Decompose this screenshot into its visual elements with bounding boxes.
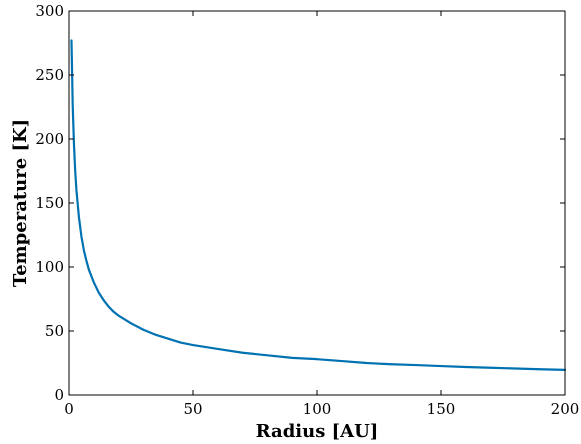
- plot-line-group: [70, 39, 567, 372]
- x-tick-label: 50: [183, 400, 202, 418]
- x-axis-ticks: 0 50 100 150 200: [64, 11, 579, 418]
- x-tick-label: 100: [303, 400, 332, 418]
- y-tick-label: 50: [45, 322, 64, 340]
- y-tick-label: 100: [35, 258, 64, 276]
- x-tick-label: 0: [64, 400, 74, 418]
- y-tick-label: 200: [35, 130, 64, 148]
- temperature-series-line: [70, 39, 567, 372]
- y-axis-label: Temperature [K]: [10, 119, 31, 287]
- y-tick-label: 300: [35, 2, 64, 20]
- y-tick-label: 150: [35, 194, 64, 212]
- x-tick-label: 150: [427, 400, 456, 418]
- x-axis-label: Radius [AU]: [256, 421, 379, 442]
- y-axis-ticks: 0 50 100 150 200 250 300: [35, 2, 565, 404]
- y-tick-label: 0: [54, 386, 64, 404]
- y-tick-label: 250: [35, 66, 64, 84]
- x-tick-label: 200: [551, 400, 580, 418]
- plot-frame: [68, 10, 566, 396]
